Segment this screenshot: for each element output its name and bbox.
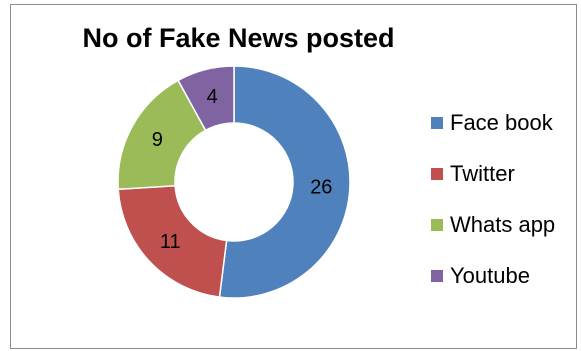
data-label-youtube: 4: [207, 86, 218, 108]
chart-frame: No of Fake News posted 26 11 9 4 Face book T…: [10, 4, 577, 349]
slice-face-book: [218, 65, 351, 299]
legend-swatch: [431, 167, 443, 180]
chart-title: No of Fake News posted: [82, 23, 395, 53]
donut-chart: 26 11 9 4: [117, 65, 351, 299]
legend-label: Youtube: [450, 262, 530, 288]
legend-item: Twitter: [431, 148, 555, 199]
legend: Face book Twitter Whats app Youtube: [431, 97, 555, 301]
legend-swatch: [431, 218, 443, 231]
legend-item: Whats app: [431, 199, 555, 250]
data-label-twitter: 11: [160, 231, 181, 253]
slice-twitter: [117, 184, 228, 298]
legend-swatch: [431, 116, 443, 129]
data-label-whats-app: 9: [152, 129, 163, 151]
slice-youtube: [177, 65, 235, 132]
legend-item: Face book: [431, 97, 555, 148]
legend-item: Youtube: [431, 250, 555, 301]
legend-label: Face book: [450, 109, 553, 135]
legend-label: Twitter: [450, 160, 515, 186]
data-label-face-book: 26: [310, 176, 332, 198]
legend-swatch: [431, 269, 443, 282]
legend-label: Whats app: [450, 211, 556, 237]
